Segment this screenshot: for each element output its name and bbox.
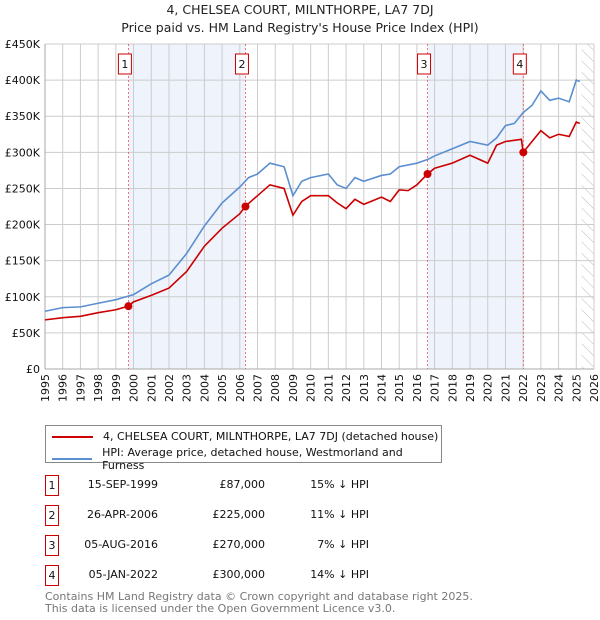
- x-tick-label: 2001: [145, 374, 158, 402]
- footer: Contains HM Land Registry data © Crown c…: [45, 591, 473, 615]
- y-tick-label: £350K: [5, 110, 41, 123]
- x-tick-label: 2004: [198, 374, 211, 402]
- x-tick-label: 2007: [252, 374, 265, 402]
- sale-point: [423, 170, 432, 178]
- y-tick-label: £250K: [5, 182, 41, 195]
- x-tick-label: 2020: [482, 374, 495, 402]
- sale-date: 05-JAN-2022: [88, 568, 158, 581]
- legend-label-property: 4, CHELSEA COURT, MILNTHORPE, LA7 7DJ (d…: [103, 430, 439, 443]
- sale-label-box: [417, 53, 432, 75]
- plot-area: 1995 1996 1997 1998 1999 2000 2001 2002 2003 2004…: [5, 38, 600, 402]
- sale-label-box: [512, 53, 527, 75]
- sale-point: [124, 302, 133, 311]
- footer-line: This data is licensed under the Open Gov…: [45, 602, 396, 615]
- footer-line: Contains HM Land Registry data © Crown c…: [45, 590, 473, 603]
- y-tick-label: £200K: [5, 219, 41, 232]
- sale-number-badge: 3: [45, 535, 59, 556]
- sale-point: [241, 202, 250, 211]
- x-tick-label: 2000: [128, 374, 141, 402]
- sale-row: 3 05-AUG-2016 £270,000 7% ↓ HPI: [45, 535, 445, 556]
- legend-label-hpi: HPI: Average price, detached house, West…: [102, 446, 403, 472]
- x-tick-label: 2006: [234, 374, 247, 402]
- x-tick-label: 1999: [110, 374, 123, 402]
- sale-label-box: [234, 53, 249, 75]
- x-tick-label: 2014: [375, 374, 388, 402]
- x-tick-label: 2019: [464, 374, 477, 402]
- x-tick-label: 2002: [163, 374, 176, 402]
- sale-row: 1 15-SEP-1999 £87,000 15% ↓ HPI: [45, 475, 445, 496]
- sale-label: 1: [121, 58, 128, 71]
- sale-number-badge: 2: [45, 505, 59, 526]
- shaded-range: [427, 44, 524, 369]
- sale-date: 05-AUG-2016: [84, 538, 158, 551]
- x-tick-label: 1998: [92, 374, 105, 402]
- x-tick-label: 1995: [39, 374, 52, 402]
- legend: 4, CHELSEA COURT, MILNTHORPE, LA7 7DJ (d…: [45, 425, 442, 472]
- x-tick-label: 2012: [340, 374, 353, 402]
- x-tick-label: 2003: [181, 374, 194, 402]
- sale-hpi-diff: 11% ↓ HPI: [310, 508, 369, 521]
- y-tick-label: £0: [26, 363, 40, 376]
- x-tick-label: 2022: [517, 374, 530, 402]
- x-tick-label: 1996: [57, 374, 70, 402]
- x-tick-label: 2021: [499, 374, 512, 402]
- x-tick-label: 2018: [446, 374, 459, 402]
- x-tick-label: 2024: [553, 374, 566, 402]
- y-tick-label: £300K: [5, 146, 41, 159]
- x-tick-label: 2015: [393, 374, 406, 402]
- x-tick-label: 2025: [570, 374, 583, 402]
- y-tick-label: £50K: [12, 327, 41, 340]
- y-tick-label: £150K: [5, 255, 41, 268]
- sale-point: [519, 148, 528, 157]
- x-tick-label: 2005: [216, 374, 229, 402]
- sale-hpi-diff: 15% ↓ HPI: [310, 478, 369, 491]
- sale-price: £87,000: [219, 478, 266, 491]
- sale-price: £270,000: [212, 538, 266, 551]
- x-tick-label: 2023: [535, 374, 548, 402]
- sale-label-box: [117, 53, 132, 75]
- x-tick-label: 2011: [322, 374, 335, 402]
- sale-hpi-diff: 14% ↓ HPI: [310, 568, 369, 581]
- sale-price: £225,000: [212, 508, 266, 521]
- sale-row: 4 05-JAN-2022 £300,000 14% ↓ HPI: [45, 565, 445, 586]
- chart-subtitle: Price paid vs. HM Land Registry's House …: [121, 20, 479, 35]
- y-tick-label: £450K: [5, 38, 41, 51]
- sale-date: 15-SEP-1999: [87, 478, 158, 491]
- x-tick-label: 2016: [411, 374, 424, 402]
- legend-swatch-hpi: [52, 458, 93, 460]
- sale-hpi-diff: 7% ↓ HPI: [317, 538, 369, 551]
- sale-number-badge: 1: [45, 475, 59, 496]
- sale-date: 26-APR-2006: [86, 508, 158, 521]
- x-tick-label: 2017: [429, 374, 442, 402]
- x-tick-label: 1997: [74, 374, 87, 402]
- y-tick-label: £400K: [5, 74, 41, 87]
- x-tick-label: 2010: [305, 374, 318, 402]
- sale-price: £300,000: [212, 568, 266, 581]
- legend-swatch-property: [52, 435, 93, 438]
- y-tick-label: £100K: [5, 291, 41, 304]
- forecast-hatch: [581, 44, 594, 369]
- x-tick-label: 2009: [287, 374, 300, 402]
- sale-label: 2: [238, 58, 245, 71]
- x-tick-label: 2026: [588, 374, 600, 402]
- chart-title: 4, CHELSEA COURT, MILNTHORPE, LA7 7DJ: [166, 2, 434, 17]
- sale-row: 2 26-APR-2006 £225,000 11% ↓ HPI: [45, 505, 445, 526]
- x-tick-label: 2008: [269, 374, 282, 402]
- hpi-line: [44, 79, 581, 313]
- sale-label: 3: [421, 58, 428, 71]
- sale-label: 4: [516, 58, 523, 71]
- price-line: [44, 120, 581, 321]
- x-tick-label: 2013: [358, 374, 371, 402]
- sale-number-badge: 4: [45, 565, 59, 586]
